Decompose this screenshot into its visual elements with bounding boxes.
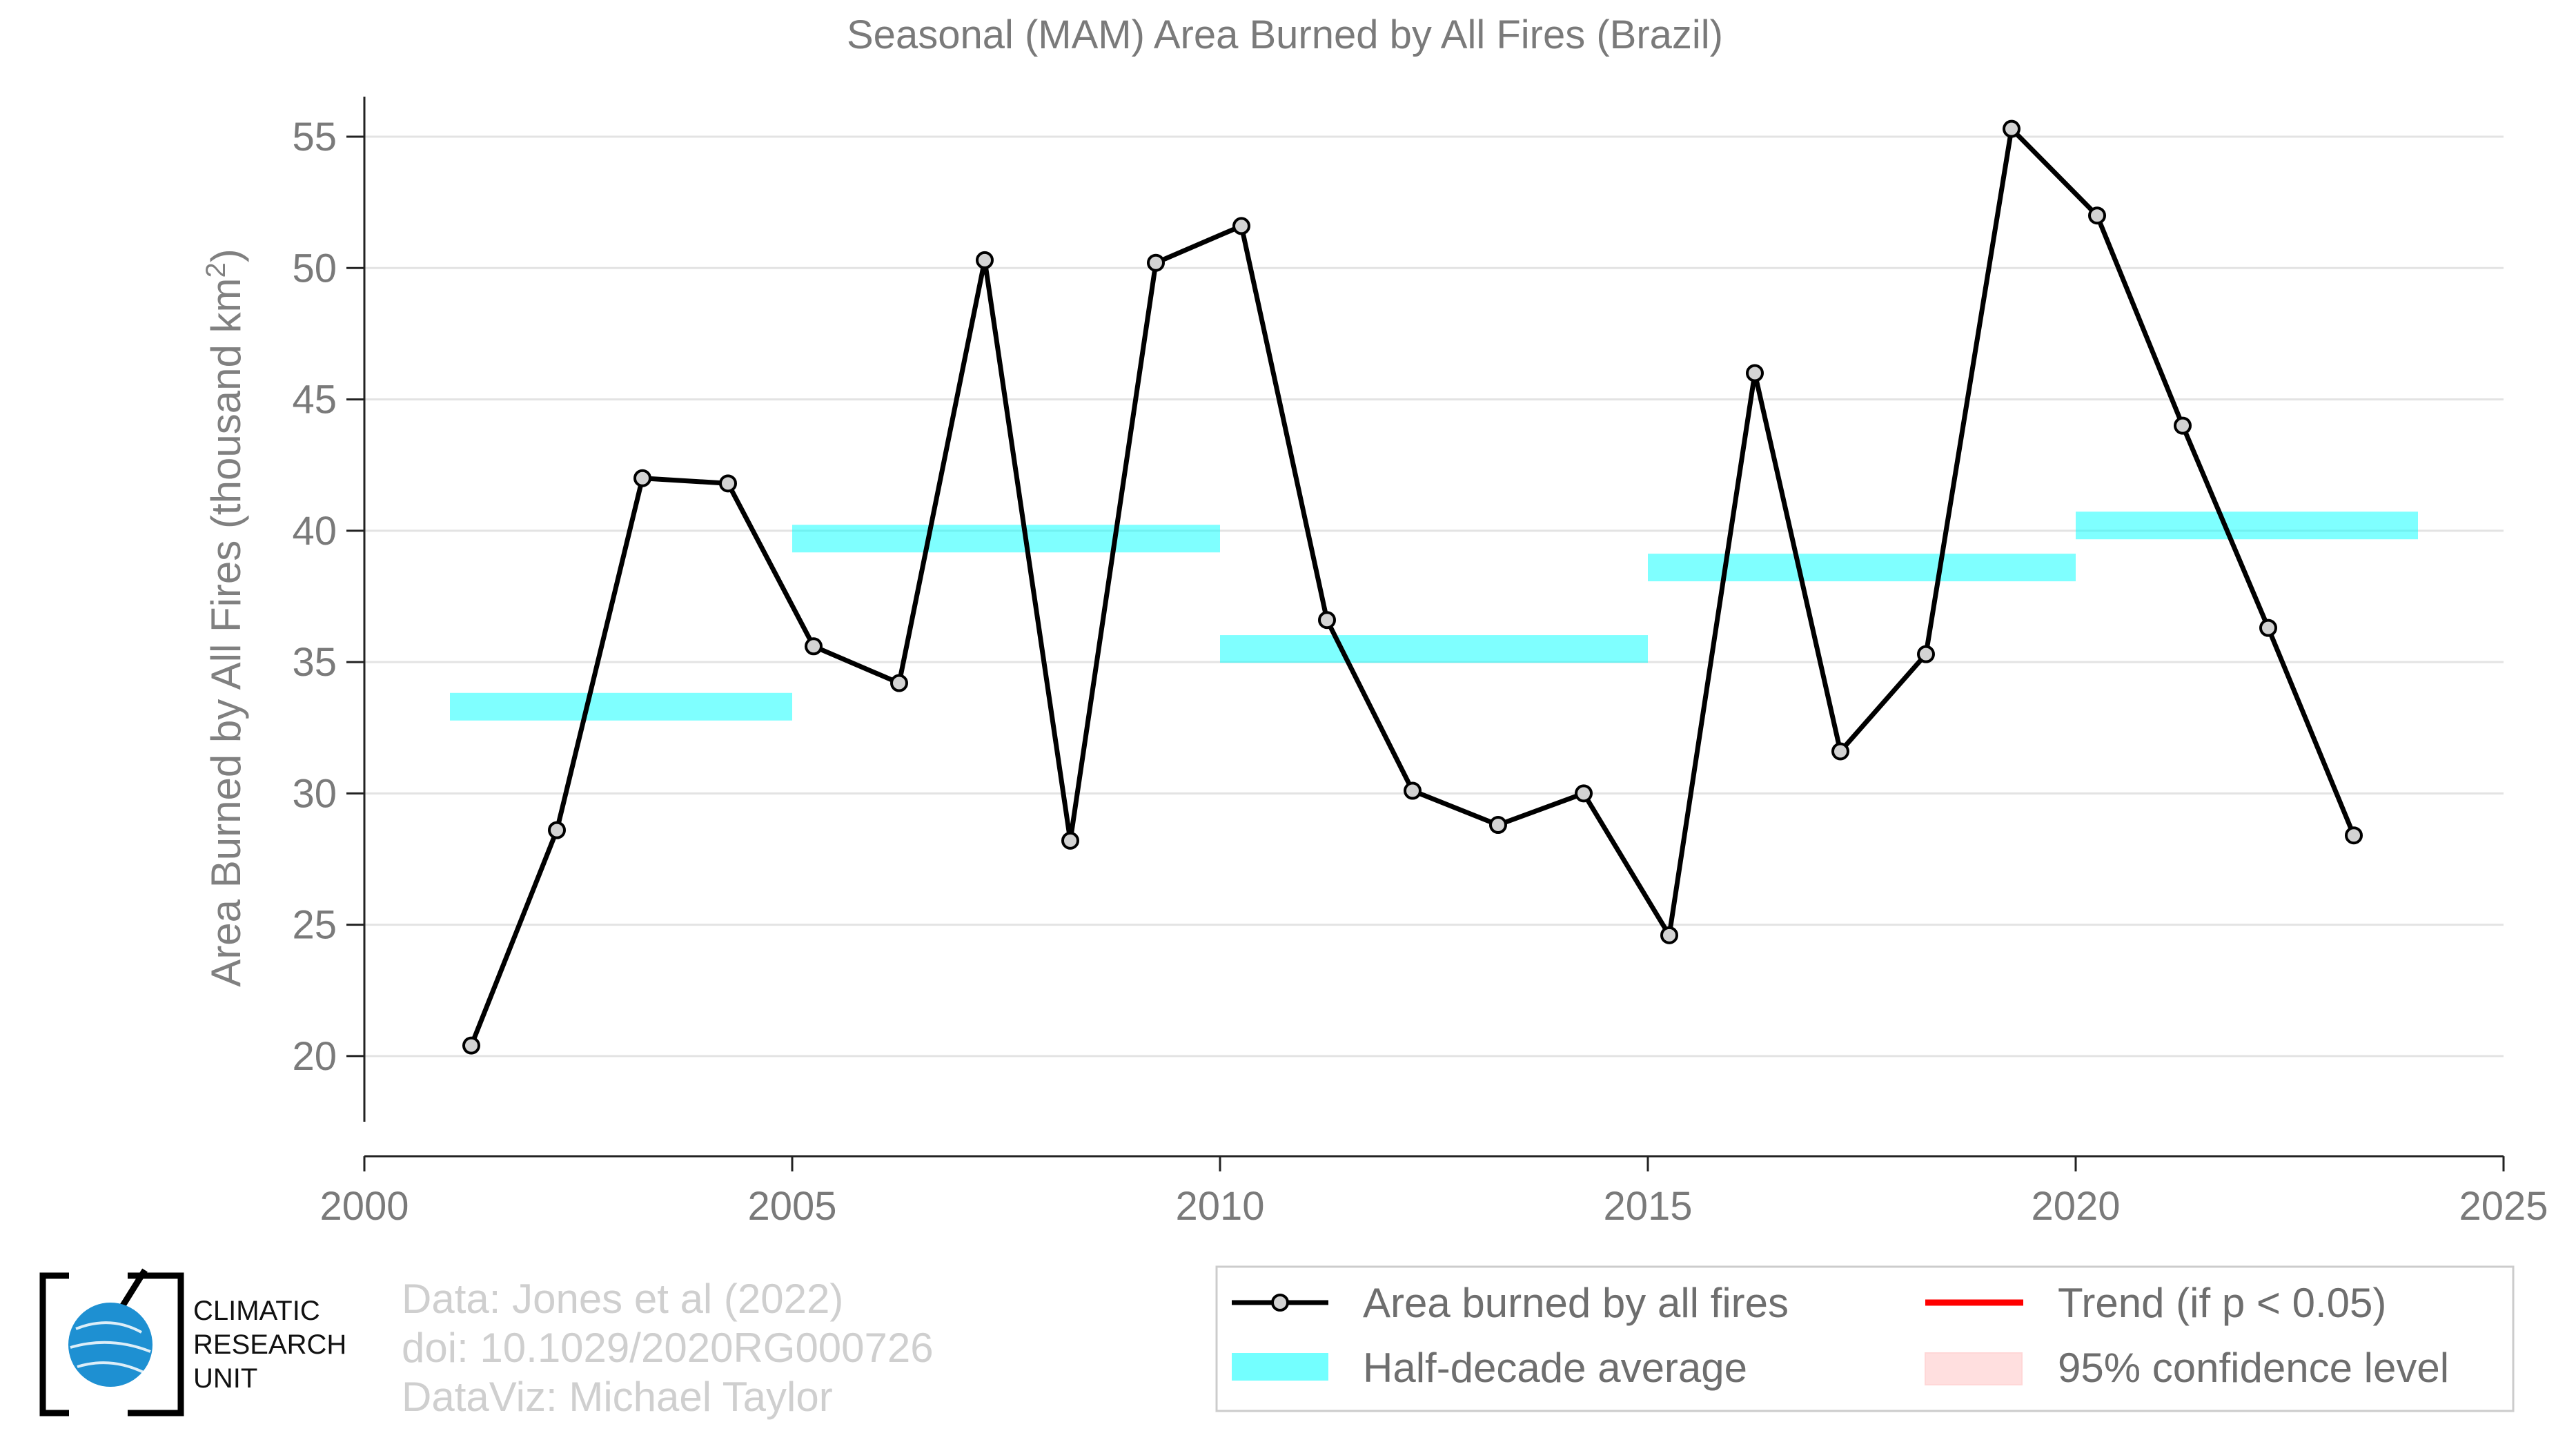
x-tick-label: 2020	[2031, 1184, 2120, 1229]
legend-marker-area-burned	[1271, 1294, 1289, 1312]
half-decade-average-bar	[792, 525, 1220, 553]
data-point	[462, 1036, 480, 1055]
x-tick-labels: 2000 2005 2010 2015 2020 2025	[319, 1184, 2548, 1229]
legend-symbol-half-decade	[1232, 1353, 1328, 1381]
data-point	[1318, 611, 1336, 630]
legend-label-confidence: 95% confidence level	[2058, 1345, 2449, 1391]
half-decade-average-bar	[1220, 635, 1648, 663]
data-point	[1061, 831, 1079, 850]
credit-data-source: Data: Jones et al (2022)	[402, 1276, 843, 1322]
data-point	[548, 821, 566, 839]
x-tick-label: 2010	[1175, 1184, 1264, 1229]
y-tick-label: 45	[292, 378, 337, 422]
legend-label-trend: Trend (if p < 0.05)	[2058, 1280, 2386, 1326]
data-point	[1147, 253, 1165, 272]
data-point	[1660, 926, 1678, 944]
y-tick-label: 55	[292, 115, 337, 159]
legend: Area burned by all fires Trend (if p < 0…	[1215, 1265, 2515, 1412]
x-tick-label: 2025	[2459, 1184, 2548, 1229]
half-decade-average-bar	[1648, 554, 2076, 582]
data-point	[2345, 826, 2363, 845]
logo-text-line1: CLIMATIC	[193, 1296, 320, 1326]
data-point	[1746, 364, 1764, 382]
y-tick-label: 25	[292, 903, 337, 948]
data-point	[719, 474, 737, 493]
half-decade-average-bar	[450, 692, 792, 721]
logo-text-line3: UNIT	[193, 1363, 257, 1394]
logo-bracket-left	[39, 1272, 69, 1416]
y-axis-label: Area Burned by All Fires (thousand km2)	[201, 249, 249, 986]
data-point	[1575, 784, 1593, 803]
globe-lines-icon	[70, 1321, 151, 1374]
data-point	[1831, 742, 1849, 761]
legend-label-half-decade: Half-decade average	[1363, 1345, 1747, 1391]
y-tick-label: 40	[292, 509, 337, 554]
data-point	[2003, 119, 2021, 138]
cru-logo: CLIMATIC RESEARCH UNIT	[39, 1268, 346, 1416]
data-point	[1489, 816, 1507, 835]
credit-doi: doi: 10.1029/2020RG000726	[402, 1325, 934, 1371]
data-point	[976, 251, 994, 269]
half-decade-average-bars	[450, 512, 2418, 721]
legend-box	[1215, 1265, 2515, 1412]
legend-symbol-confidence	[1925, 1352, 2023, 1385]
credit-dataviz: DataViz: Michael Taylor	[402, 1374, 833, 1420]
data-point	[890, 674, 908, 692]
half-decade-average-bar	[2076, 512, 2418, 540]
data-point	[1232, 217, 1250, 235]
data-point	[805, 637, 823, 656]
data-point	[2259, 619, 2277, 637]
y-tick-label: 50	[292, 246, 337, 291]
x-tick-label: 2015	[1603, 1184, 1692, 1229]
data-point	[633, 469, 651, 487]
series-line	[469, 126, 2357, 1046]
series-area-burned	[462, 119, 2363, 1055]
y-tick-label: 20	[292, 1034, 337, 1079]
y-tick-label: 30	[292, 771, 337, 816]
gridlines	[364, 135, 2504, 1058]
data-point	[2174, 416, 2192, 435]
axes	[346, 97, 2505, 1171]
data-point	[1917, 645, 1935, 663]
logo-text-line2: RESEARCH	[193, 1330, 346, 1360]
data-point	[1404, 781, 1422, 800]
logo-bracket-right	[128, 1272, 184, 1416]
legend-label-area-burned: Area burned by all fires	[1363, 1280, 1789, 1326]
data-point	[2088, 206, 2106, 225]
y-tick-label: 35	[292, 640, 337, 685]
chart-title: Seasonal (MAM) Area Burned by All Fires …	[847, 12, 1723, 57]
y-tick-labels: 20 25 30 35 40 45 50 55	[292, 115, 337, 1079]
x-tick-label: 2005	[747, 1184, 836, 1229]
x-tick-label: 2000	[319, 1184, 409, 1229]
